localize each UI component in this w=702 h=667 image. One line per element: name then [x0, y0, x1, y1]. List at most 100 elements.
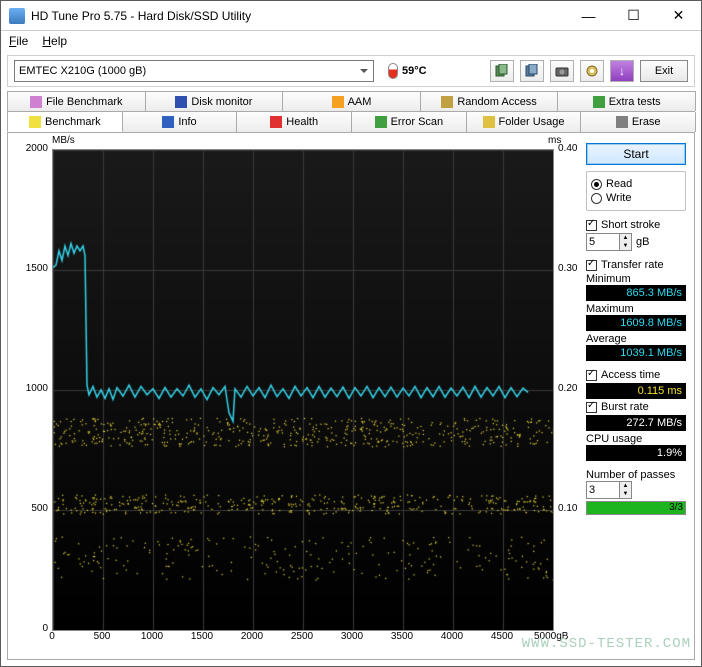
short-stroke-input[interactable]: ▲▼ — [586, 233, 632, 251]
tab-icon — [30, 96, 42, 108]
burst-rate-value: 272.7 MB/s — [586, 415, 686, 431]
tab-label: Info — [178, 116, 196, 128]
y-right-tick: 0.20 — [558, 383, 577, 394]
tab-random-access[interactable]: Random Access — [420, 91, 559, 111]
tab-disk-monitor[interactable]: Disk monitor — [145, 91, 284, 111]
tab-aam[interactable]: AAM — [282, 91, 421, 111]
progress-bar: 3/3 — [586, 501, 686, 515]
cpu-usage-value: 1.9% — [586, 445, 686, 461]
maximum-label: Maximum — [586, 303, 686, 315]
toolbar: EMTEC X210G (1000 gB) 59°C ↓ Exit — [7, 55, 695, 87]
short-stroke-checkbox[interactable]: Short stroke — [586, 219, 686, 231]
start-button[interactable]: Start — [586, 143, 686, 165]
burst-rate-checkbox[interactable]: Burst rate — [586, 401, 686, 413]
checkbox-icon — [586, 402, 597, 413]
tab-icon — [162, 116, 174, 128]
menubar: File Help — [1, 31, 701, 51]
tab-label: File Benchmark — [46, 96, 122, 108]
tab-icon — [375, 116, 387, 128]
x-tick: 3000 — [341, 631, 363, 642]
tab-label: Random Access — [457, 96, 536, 108]
tab-icon — [616, 116, 628, 128]
minimum-value: 865.3 MB/s — [586, 285, 686, 301]
tab-icon — [593, 96, 605, 108]
x-tick: 4500 — [491, 631, 513, 642]
tab-label: Benchmark — [45, 116, 101, 128]
average-label: Average — [586, 333, 686, 345]
tab-info[interactable]: Info — [122, 112, 238, 132]
x-tick: 1000 — [141, 631, 163, 642]
cpu-usage-label: CPU usage — [586, 433, 686, 445]
write-radio[interactable]: Write — [591, 192, 681, 204]
tab-file-benchmark[interactable]: File Benchmark — [7, 91, 146, 111]
mode-group: Read Write — [586, 171, 686, 211]
save-screenshot-button[interactable] — [550, 60, 574, 82]
watermark: WWW.SSD-TESTER.COM — [522, 636, 691, 652]
benchmark-chart — [52, 149, 554, 631]
exit-button[interactable]: Exit — [640, 60, 688, 82]
menu-file[interactable]: File — [9, 34, 28, 48]
tab-erase[interactable]: Erase — [580, 112, 696, 132]
x-tick: 3500 — [391, 631, 413, 642]
tab-area: File Benchmark Disk monitor AAM Random Acce… — [7, 91, 695, 132]
y-left-tick: 2000 — [16, 143, 48, 154]
tab-extra-tests[interactable]: Extra tests — [557, 91, 696, 111]
tab-label: Folder Usage — [499, 116, 565, 128]
y-left-tick: 1500 — [16, 263, 48, 274]
x-tick: 0 — [49, 631, 55, 642]
tab-icon — [270, 116, 282, 128]
side-panel: Start Read Write Short stroke ▲▼ gB Tran… — [586, 143, 686, 649]
radio-icon — [591, 193, 602, 204]
tab-icon — [332, 96, 344, 108]
tab-label: Health — [286, 116, 318, 128]
copy-info-button[interactable] — [490, 60, 514, 82]
short-stroke-unit: gB — [636, 236, 649, 248]
tab-benchmark[interactable]: Benchmark — [7, 112, 123, 132]
access-time-checkbox[interactable]: Access time — [586, 369, 686, 381]
passes-label: Number of passes — [586, 469, 686, 481]
y-left-tick: 0 — [16, 623, 48, 634]
average-value: 1039.1 MB/s — [586, 345, 686, 361]
tab-icon — [29, 116, 41, 128]
titlebar: HD Tune Pro 5.75 - Hard Disk/SSD Utility… — [1, 1, 701, 31]
tab-icon — [175, 96, 187, 108]
drive-select-value: EMTEC X210G (1000 gB) — [19, 65, 146, 77]
maximum-value: 1609.8 MB/s — [586, 315, 686, 331]
x-tick: 500 — [94, 631, 111, 642]
tab-error-scan[interactable]: Error Scan — [351, 112, 467, 132]
benchmark-panel: MB/s ms 0500100015002000 0.100.200.300.4… — [7, 132, 695, 660]
thermometer-icon — [388, 63, 398, 79]
menu-help[interactable]: Help — [42, 34, 67, 48]
transfer-rate-checkbox[interactable]: Transfer rate — [586, 259, 686, 271]
options-button[interactable] — [580, 60, 604, 82]
checkbox-icon — [586, 260, 597, 271]
tab-label: AAM — [348, 96, 372, 108]
temperature-value: 59°C — [402, 65, 427, 77]
checkbox-icon — [586, 370, 597, 381]
window-title: HD Tune Pro 5.75 - Hard Disk/SSD Utility — [31, 9, 251, 23]
minimum-label: Minimum — [586, 273, 686, 285]
tab-label: Extra tests — [609, 96, 661, 108]
y-right-tick: 0.40 — [558, 143, 577, 154]
tab-health[interactable]: Health — [236, 112, 352, 132]
drive-select[interactable]: EMTEC X210G (1000 gB) — [14, 60, 374, 82]
copy-screenshot-button[interactable] — [520, 60, 544, 82]
y-right-tick: 0.10 — [558, 503, 577, 514]
tab-label: Erase — [632, 116, 661, 128]
minimize-to-tray-button[interactable]: ↓ — [610, 60, 634, 82]
maximize-button[interactable]: ☐ — [611, 1, 656, 30]
tab-folder-usage[interactable]: Folder Usage — [466, 112, 582, 132]
minimize-button[interactable]: — — [566, 1, 611, 30]
close-button[interactable]: ✕ — [656, 1, 701, 30]
passes-input[interactable]: ▲▼ — [586, 481, 632, 499]
app-icon — [9, 8, 25, 24]
radio-icon — [591, 179, 602, 190]
tab-label: Disk monitor — [191, 96, 252, 108]
x-tick: 2000 — [241, 631, 263, 642]
y-left-tick: 500 — [16, 503, 48, 514]
checkbox-icon — [586, 220, 597, 231]
read-radio[interactable]: Read — [591, 178, 681, 190]
tab-icon — [483, 116, 495, 128]
chart-area: MB/s ms 0500100015002000 0.100.200.300.4… — [16, 143, 578, 649]
progress-text: 3/3 — [669, 502, 683, 514]
